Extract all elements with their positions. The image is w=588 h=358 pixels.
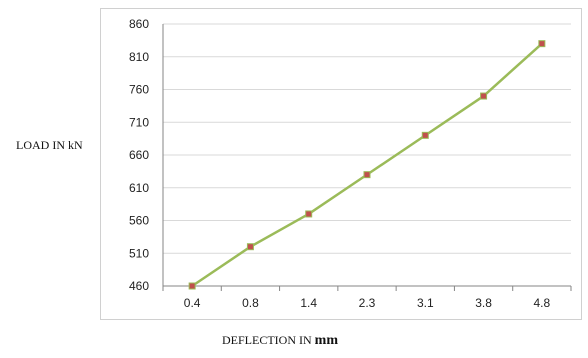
y-tick-label: 610	[129, 181, 149, 195]
plot-svg: 460 510 560 610 660 710 760 810 860 0.4 0.8 1.4 2.3 3…	[129, 17, 572, 310]
y-tick-label: 810	[129, 50, 149, 64]
y-tick-label: 460	[129, 279, 149, 293]
y-tick-label: 760	[129, 83, 149, 97]
x-tick-label: 4.8	[534, 296, 551, 310]
data-point	[480, 92, 488, 100]
x-tick-label: 3.8	[475, 296, 492, 310]
data-point	[363, 171, 371, 179]
y-tick-label: 510	[129, 246, 149, 260]
x-tick-label: 3.1	[417, 296, 434, 310]
data-point	[246, 243, 254, 251]
y-axis-title: LOAD IN kN	[16, 138, 83, 152]
x-tick-label: 0.4	[184, 296, 201, 310]
data-point	[538, 40, 546, 48]
data-point	[421, 131, 429, 139]
data-point	[305, 210, 313, 218]
x-axis-title-unit: mm	[314, 333, 338, 348]
x-tick-label: 0.8	[242, 296, 259, 310]
y-tick-label: 660	[129, 148, 149, 162]
x-tick-label: 2.3	[359, 296, 376, 310]
y-tick-label: 860	[129, 17, 149, 31]
y-tick-label: 710	[129, 115, 149, 129]
y-tick-label: 560	[129, 214, 149, 228]
x-axis-title: DEFLECTION IN mm	[222, 333, 338, 349]
data-point	[188, 282, 196, 290]
x-tick-label: 1.4	[300, 296, 317, 310]
x-axis-title-text: DEFLECTION IN	[222, 333, 312, 347]
chart-area: 460 510 560 610 660 710 760 810 860 0.4 0.8 1.4 2.3 3…	[100, 8, 582, 320]
series-line	[191, 42, 543, 288]
